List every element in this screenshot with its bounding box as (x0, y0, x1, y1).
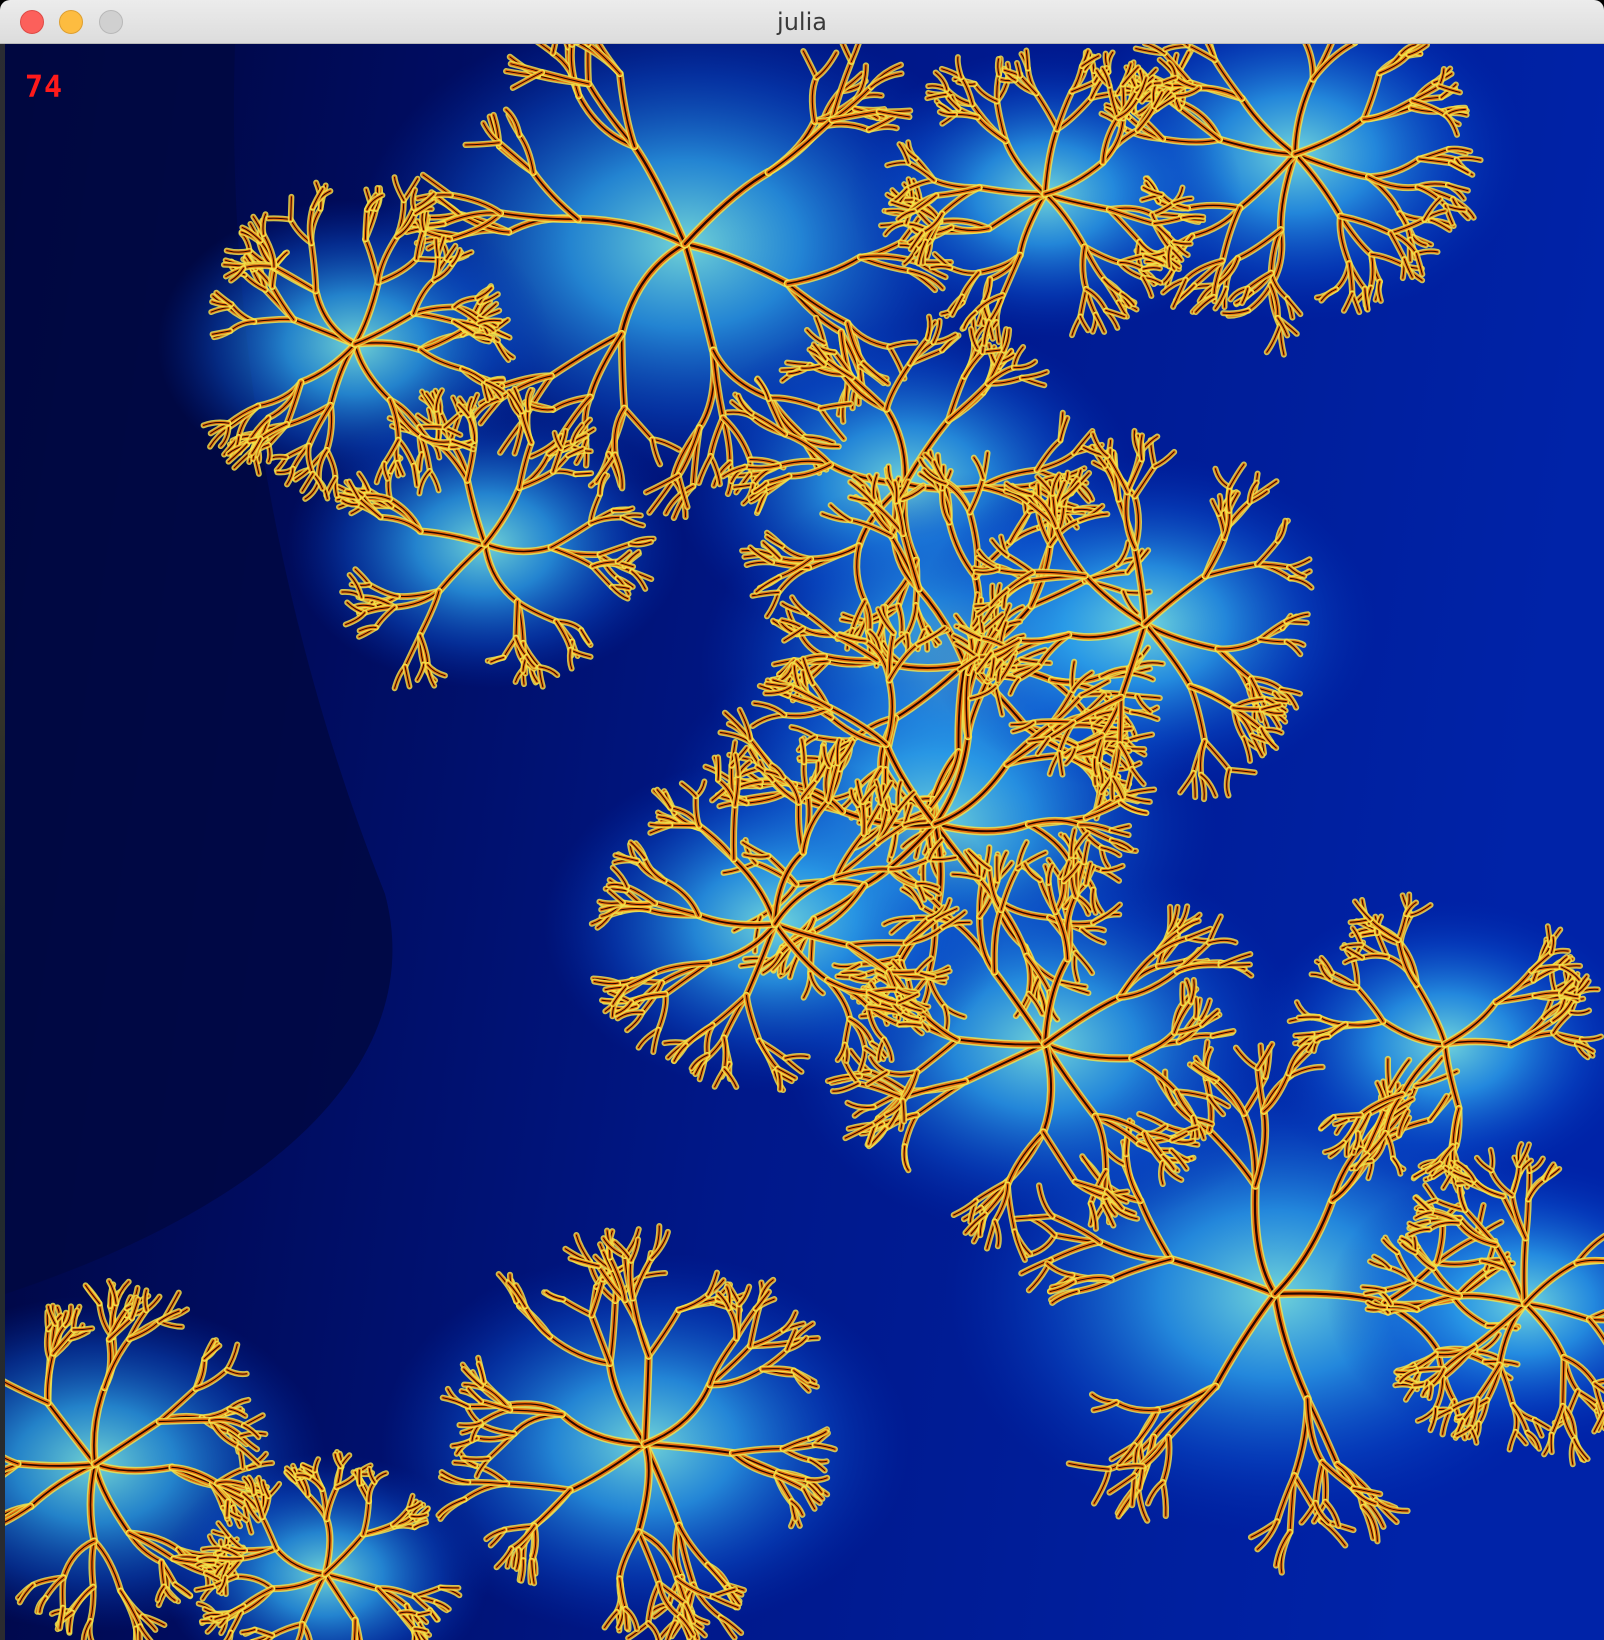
fractal-branch-core (678, 427, 700, 476)
fractal-branch-core (589, 333, 623, 398)
fractal-branch-core (683, 171, 770, 246)
fractal-branch-core (450, 194, 502, 214)
fractal-branch-core (1195, 998, 1197, 1018)
fractal-branch-core (499, 212, 579, 220)
fractal-branch-core (888, 341, 916, 348)
branch-layer (5, 44, 1604, 1640)
fractal-branch-core (862, 362, 889, 384)
fractal-branch-core (532, 171, 579, 220)
fractal-branch-core (820, 403, 852, 409)
fractal-branch-core (665, 485, 694, 514)
fractal-branch-core (645, 474, 680, 493)
fractal-branch-core (804, 436, 834, 444)
fractal-branch-core (712, 349, 771, 399)
fractal-branch-core (473, 398, 502, 417)
fractal-branch-core (850, 44, 859, 63)
fractal-branch-core (620, 333, 626, 409)
fractal-branch-core (505, 109, 520, 136)
fractal-branch-core (683, 242, 715, 352)
fractal-branch-core (500, 375, 552, 400)
fractal-branch-core (651, 439, 661, 465)
fractal-branch-core (614, 407, 625, 456)
fractal-branch-core (566, 44, 569, 48)
fractal-branch-core (769, 397, 822, 409)
fractal-branch-core (996, 856, 998, 882)
fractal-branch-core (698, 455, 712, 484)
minimize-traffic-light-icon[interactable] (59, 10, 83, 34)
fractal-branch-core (541, 71, 590, 85)
fractal-branch-core (576, 217, 687, 246)
desktop-background-strip (0, 44, 5, 1640)
julia-fractal-render (5, 44, 1604, 1640)
fractal-branch-core (620, 242, 687, 336)
fractal-branch-core (859, 255, 918, 263)
fractal-branch-core (909, 270, 944, 289)
fractal-branch-core (633, 145, 687, 246)
fractal-branch-core (767, 119, 833, 174)
fractal-branch-core (512, 71, 543, 89)
close-traffic-light-icon[interactable] (20, 10, 44, 34)
dark-region-left (5, 44, 393, 1294)
fractal-branch-core (815, 52, 837, 78)
fractal-branch-core (683, 242, 789, 285)
fractal-branch-core (570, 44, 580, 97)
fractal-branch-core (786, 282, 849, 324)
fractal-branch-core (552, 44, 556, 54)
zoom-traffic-light-icon[interactable] (99, 10, 123, 34)
fractal-branch-core (722, 417, 751, 461)
window-titlebar[interactable]: julia (0, 0, 1604, 44)
fractal-branch-core (465, 142, 500, 146)
fractal-branch-core (868, 116, 895, 131)
window-title: julia (777, 8, 827, 36)
fractal-branch-core (614, 454, 623, 489)
fractal-canvas[interactable]: 74 (5, 44, 1604, 1640)
fractal-branch-core (587, 44, 590, 85)
fractal-branch-core (786, 256, 862, 285)
fractal-branch-core (619, 72, 636, 148)
